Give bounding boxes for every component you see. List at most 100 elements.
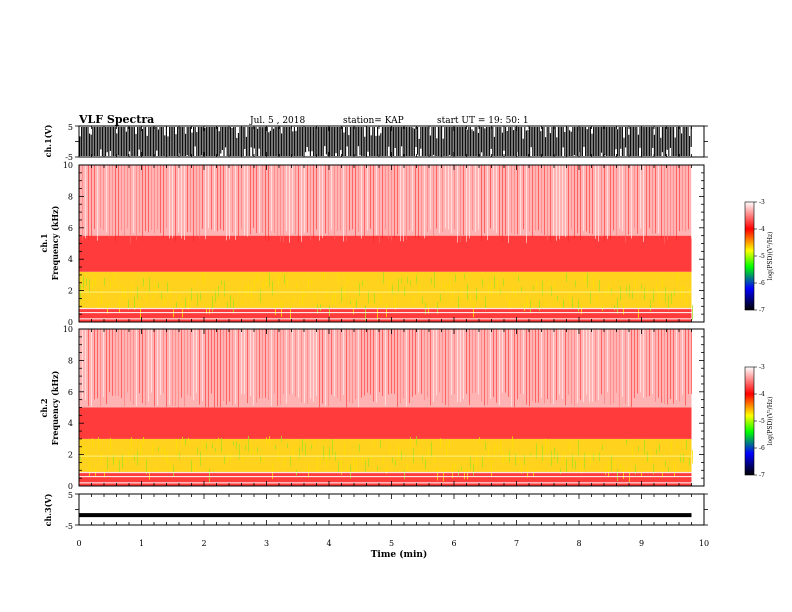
- spectrogram-streak: [190, 165, 191, 233]
- spectrogram-streak: [529, 329, 530, 407]
- spectrogram-streak: [388, 165, 389, 239]
- spectrogram-streak: [127, 329, 128, 393]
- spectrogram-fleck: [368, 290, 369, 304]
- x-tick-label: 3: [264, 539, 269, 548]
- spectrogram-streak: [475, 165, 476, 232]
- spectrogram-streak: [472, 165, 473, 231]
- spectrogram-fleck: [551, 450, 552, 466]
- spectrogram-fleck: [530, 453, 531, 458]
- spectrogram-fleck: [149, 277, 150, 292]
- spectrogram-fleck: [95, 276, 96, 286]
- spectrogram-streak: [286, 165, 287, 232]
- spectrogram-streak: [100, 165, 101, 229]
- spectrogram-fleck: [479, 293, 480, 301]
- spectrogram-streak: [136, 165, 137, 241]
- spectrogram-fleck: [485, 296, 486, 310]
- spectrogram-fleck: [299, 446, 300, 459]
- spectrogram-streak: [175, 329, 176, 407]
- x-tick-label: 10: [699, 539, 709, 548]
- spectrogram-streak: [679, 329, 680, 402]
- spectrogram-band-1: [79, 271, 692, 308]
- spectrogram-streak: [190, 329, 191, 397]
- spectrogram-fleck: [407, 276, 408, 284]
- spectrogram-fleck: [185, 297, 186, 309]
- spectrogram-fleck: [563, 451, 564, 463]
- spectrogram-streak: [508, 329, 509, 397]
- spectrogram-fleck: [563, 299, 564, 309]
- spectrogram-streak: [142, 165, 143, 237]
- spectrogram-fleck: [317, 457, 318, 472]
- spectrogram-fleck: [275, 444, 276, 450]
- spectrogram-fleck: [251, 446, 252, 455]
- spectrogram-streak: [406, 329, 407, 407]
- spectrogram-streak: [598, 329, 599, 400]
- spectrogram-streak: [373, 329, 374, 402]
- spectrogram-streak: [406, 165, 407, 241]
- spectrogram-streak: [418, 165, 419, 240]
- spectrogram-streak: [598, 165, 599, 242]
- spectrogram-streak: [403, 329, 404, 399]
- spectrogram-streak: [367, 165, 368, 231]
- spectrogram-fleck: [572, 453, 573, 469]
- spectrogram-streak: [514, 165, 515, 235]
- spectrogram-fleck: [524, 303, 525, 311]
- x-tick-label: 1: [139, 539, 144, 548]
- ch1-ytick-top: 5: [68, 123, 73, 132]
- spectrogram-fleck: [332, 293, 333, 304]
- spectrogram-fleck: [176, 302, 177, 308]
- spectrogram-fleck: [86, 448, 87, 461]
- spectrogram-streak: [583, 165, 584, 232]
- spectrogram-streak: [409, 165, 410, 231]
- spectrogram-fleck: [152, 295, 153, 300]
- spectrogram-streak: [340, 165, 341, 231]
- spectrogram-fleck: [278, 274, 279, 285]
- spectrogram-fleck: [167, 451, 168, 463]
- spectrogram-streak: [130, 165, 131, 244]
- spectrogram-streak: [487, 165, 488, 241]
- spectrogram-fleck: [629, 284, 630, 298]
- spectrogram-fleck: [206, 443, 207, 450]
- spectrogram-fleck: [161, 291, 162, 299]
- spectrogram-streak: [547, 329, 548, 400]
- spectrogram-streak: [679, 165, 680, 232]
- spectrogram-streak: [634, 329, 635, 398]
- spectrogram-streak: [82, 329, 83, 399]
- spectrogram-streak: [331, 329, 332, 395]
- y-tick-label: 6: [68, 388, 73, 397]
- spectrogram-streak: [172, 329, 173, 406]
- spectrogram-streak: [232, 329, 233, 406]
- spectrogram-fleck: [326, 289, 327, 299]
- spectrogram-streak: [613, 329, 614, 403]
- spectrogram-streak: [244, 329, 245, 395]
- spectrogram-fleck: [539, 444, 540, 452]
- spectrogram-streak: [676, 165, 677, 241]
- spectrogram-fleck: [653, 463, 654, 475]
- spectrogram-fleck: [494, 443, 495, 454]
- spectrogram-streak: [391, 329, 392, 394]
- spectrogram-streak: [169, 165, 170, 239]
- spectrogram-fleck: [674, 461, 675, 477]
- spectrogram-fleck: [371, 455, 372, 461]
- spectrogram-streak: [493, 329, 494, 397]
- spectrogram-streak: [565, 329, 566, 406]
- spectrogram-streak: [301, 165, 302, 242]
- spectrogram-streak: [238, 165, 239, 236]
- spectrogram-fleck: [413, 448, 414, 463]
- spectrogram-streak: [436, 329, 437, 396]
- spectrogram-streak: [481, 329, 482, 402]
- colorbar-tick-label: -7: [759, 307, 765, 314]
- spectrogram-streak: [499, 165, 500, 237]
- ch2-spectrogram-image: [79, 329, 704, 486]
- spectrogram-fleck: [224, 455, 225, 465]
- spectrogram-fleck: [86, 278, 87, 286]
- spectrogram-fleck: [179, 294, 180, 301]
- spectrogram-fleck: [302, 438, 303, 453]
- spectrogram-streak: [595, 165, 596, 240]
- spectrogram-streak: [484, 165, 485, 234]
- spectrogram-streak: [427, 329, 428, 398]
- spectrogram-fleck: [632, 290, 633, 299]
- spectrogram-fleck: [314, 440, 315, 446]
- spectrogram-fleck: [143, 278, 144, 287]
- spectrogram-fleck: [260, 455, 261, 462]
